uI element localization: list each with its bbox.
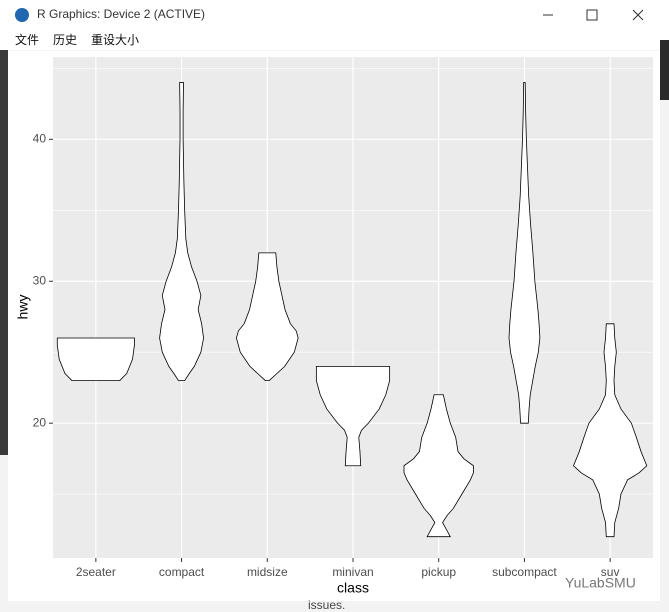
menu-item[interactable]: 文件 — [15, 32, 39, 47]
desktop-behind — [660, 40, 669, 100]
watermark: YuLabSMU — [565, 575, 636, 591]
violin — [159, 82, 204, 381]
y-tick-label: 30 — [33, 273, 47, 287]
x-tick-label: pickup — [421, 565, 456, 579]
title-bar — [0, 0, 669, 30]
desktop-behind — [0, 50, 8, 455]
x-axis-label: class — [337, 580, 369, 596]
maximize-button[interactable] — [586, 9, 598, 21]
y-tick-label: 20 — [33, 415, 47, 429]
menu-bar — [0, 30, 669, 50]
violin — [315, 365, 391, 467]
y-axis-label: hwy — [15, 295, 31, 320]
x-tick-label: 2seater — [76, 565, 116, 579]
menu-item[interactable]: 重设大小 — [91, 33, 139, 47]
x-tick-label: midsize — [247, 565, 288, 579]
r-icon — [15, 8, 29, 22]
violin — [56, 337, 135, 381]
background-text: issues. — [308, 598, 345, 612]
x-tick-label: suv — [601, 565, 620, 579]
y-tick-label: 40 — [33, 131, 47, 145]
x-tick-label: subcompact — [492, 565, 557, 579]
menu-item[interactable]: 历史 — [53, 33, 77, 47]
chart: 20 30 40 2seater compact midsize minivan pickup… — [33, 57, 653, 579]
x-tick-label: compact — [159, 565, 205, 579]
violin — [236, 252, 299, 381]
window-title: R Graphics: Device 2 (ACTIVE) — [37, 7, 205, 21]
close-button[interactable] — [632, 9, 644, 21]
violin — [573, 323, 648, 538]
violin — [508, 82, 541, 424]
violin — [403, 394, 474, 538]
x-tick-label: minivan — [332, 565, 373, 579]
